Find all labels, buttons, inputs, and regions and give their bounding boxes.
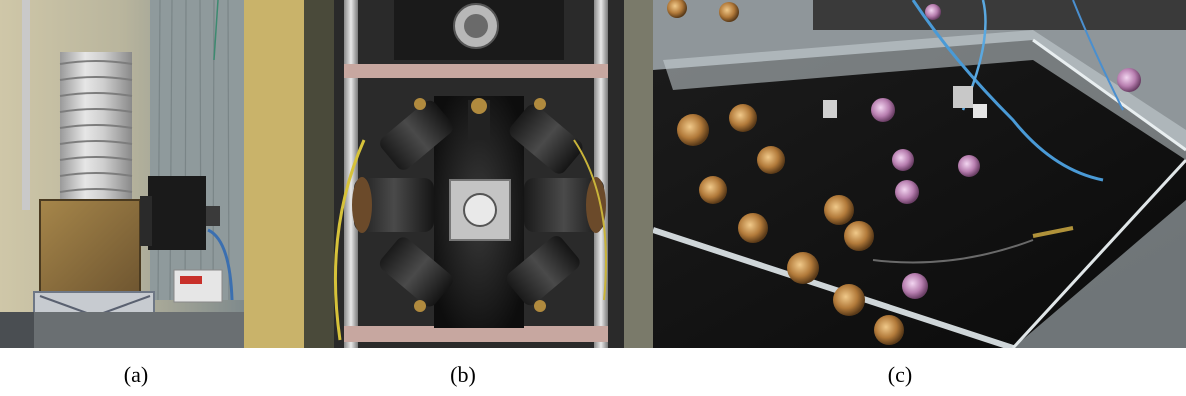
- photo-b-illustration: [244, 0, 653, 348]
- panel-c-caption: (c): [887, 362, 913, 387]
- photo-panel-a: [0, 0, 244, 348]
- panel-b-caption: (b): [450, 362, 476, 387]
- photo-c-illustration: [653, 0, 1186, 348]
- photo-a-illustration: [0, 0, 244, 348]
- panel-a-caption: (a): [123, 362, 149, 387]
- photo-panel-b: [244, 0, 653, 348]
- photo-panel-c: [653, 0, 1186, 348]
